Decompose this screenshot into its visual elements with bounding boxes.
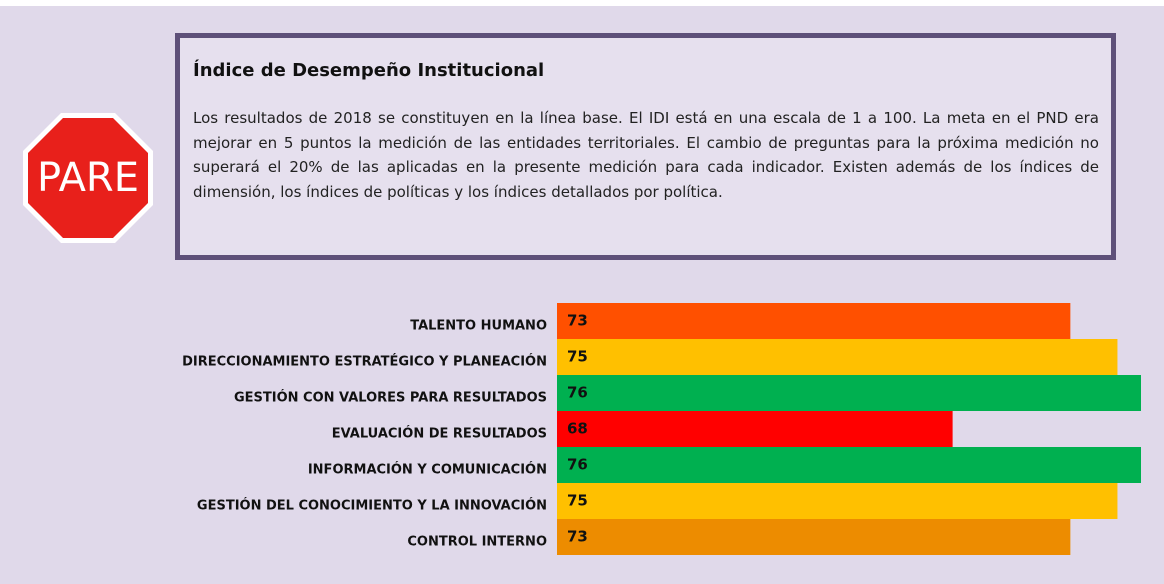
bar bbox=[557, 483, 1118, 519]
stop-sign-text: PARE bbox=[37, 155, 139, 201]
value-label: 73 bbox=[567, 528, 588, 546]
value-label: 76 bbox=[567, 456, 588, 474]
value-label: 76 bbox=[567, 384, 588, 402]
category-label: GESTIÓN CON VALORES PARA RESULTADOS bbox=[234, 390, 547, 406]
category-label: INFORMACIÓN Y COMUNICACIÓN bbox=[308, 462, 547, 478]
value-label: 75 bbox=[567, 492, 588, 510]
value-label: 75 bbox=[567, 348, 588, 366]
bar bbox=[557, 447, 1141, 483]
bar bbox=[557, 519, 1071, 555]
value-label: 68 bbox=[567, 420, 588, 438]
bar bbox=[557, 303, 1071, 339]
stop-sign bbox=[28, 118, 148, 238]
bar bbox=[557, 411, 953, 447]
notice-box: Índice de Desempeño Institucional Los re… bbox=[175, 33, 1116, 260]
bar bbox=[557, 375, 1141, 411]
category-label: EVALUACIÓN DE RESULTADOS bbox=[332, 426, 547, 442]
notice-body: Los resultados de 2018 se constituyen en… bbox=[193, 109, 1099, 201]
category-label: DIRECCIONAMIENTO ESTRATÉGICO Y PLANEACIÓ… bbox=[182, 354, 547, 370]
category-label: GESTIÓN DEL CONOCIMIENTO Y LA INNOVACIÓN bbox=[197, 498, 547, 514]
value-label: 73 bbox=[567, 312, 588, 330]
category-label: CONTROL INTERNO bbox=[407, 535, 547, 550]
bar bbox=[557, 339, 1118, 375]
category-label: TALENTO HUMANO bbox=[410, 319, 547, 334]
notice-title: Índice de Desempeño Institucional bbox=[193, 60, 545, 81]
